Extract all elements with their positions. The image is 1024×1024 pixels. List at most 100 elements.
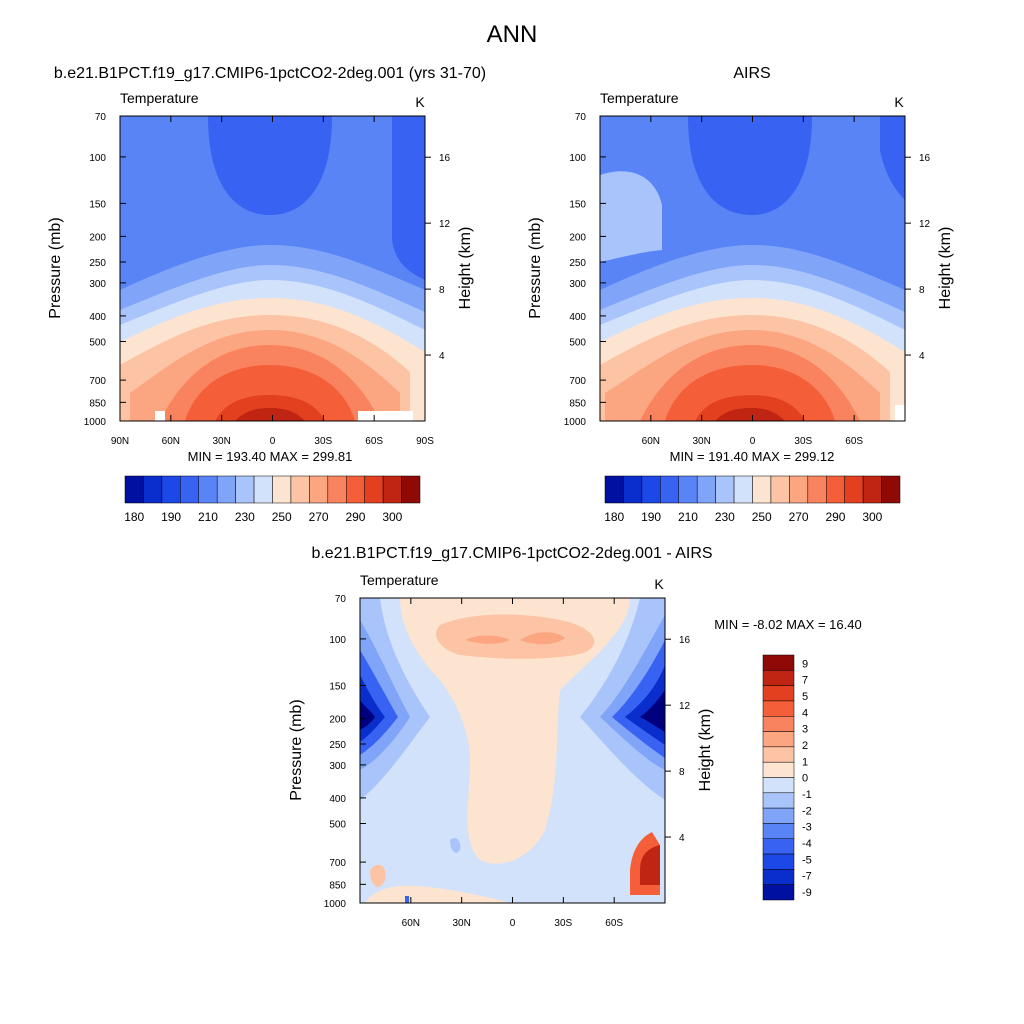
x-tick-label: 60N [402, 918, 420, 929]
panel-diff-left-label: Temperature [360, 572, 439, 588]
colorbar-label: 300 [382, 510, 402, 524]
x-tick-label: 30N [692, 436, 710, 447]
colorbar-swatch [253, 475, 273, 504]
x-tick-label: 60S [365, 436, 383, 447]
colorbar-label: 9 [802, 658, 808, 670]
panel-diff-x-axis: 60N 30N 0 30S 60S [402, 598, 623, 929]
colorbar-label: 270 [789, 510, 809, 524]
colorbar-label: 5 [802, 691, 808, 703]
colorbar-label: -2 [802, 805, 812, 817]
x-tick-label: 60S [605, 918, 623, 929]
y-tick-label: 100 [569, 153, 586, 164]
colorbar-label: -9 [802, 887, 812, 899]
colorbar-label: 180 [604, 510, 624, 524]
colorbar-label: 300 [862, 510, 882, 524]
y2-tick-label: 4 [439, 351, 445, 362]
colorbar-swatch [789, 475, 809, 504]
contour-band [715, 408, 785, 421]
y-tick-label: 250 [569, 258, 586, 269]
contour-band [450, 838, 461, 853]
y-tick-label: 400 [569, 312, 586, 323]
y-tick-label: 700 [89, 376, 106, 387]
colorbar-label: 2 [802, 740, 808, 752]
y-tick-label: 500 [569, 338, 586, 349]
colorbar-swatch [762, 838, 795, 855]
colorbar-swatch [752, 475, 772, 504]
colorbar-swatch [762, 884, 795, 901]
contour-band [688, 116, 812, 215]
colorbar-swatch [762, 700, 795, 717]
y-tick-label: 300 [569, 279, 586, 290]
colorbar-swatch [216, 475, 236, 504]
contour-band [465, 635, 510, 644]
colorbar-swatch [290, 475, 310, 504]
missing-data [358, 411, 413, 421]
contour-band [600, 171, 662, 262]
y-tick-label: 100 [329, 635, 346, 646]
colorbar-swatch [762, 823, 795, 839]
x-tick-label: 0 [510, 918, 516, 929]
contour-band [392, 116, 425, 280]
contour-band [208, 116, 332, 215]
colorbar-swatch [762, 807, 795, 824]
panel-model-colorbar: 180 190 210 230 250 270 290 300 [124, 475, 421, 524]
colorbar-swatch [678, 475, 698, 504]
panel-model-left-label: Temperature [120, 90, 199, 106]
y-tick-label: 200 [89, 232, 106, 243]
x-tick-label: 90N [111, 436, 129, 447]
y-tick-label: 100 [89, 153, 106, 164]
colorbar-swatch [762, 654, 795, 671]
colorbar-label: 250 [752, 510, 772, 524]
panel-diff-title: b.e21.B1PCT.f19_g17.CMIP6-1pctCO2-2deg.0… [311, 545, 712, 562]
colorbar-swatch [623, 475, 643, 504]
y-tick-label: 250 [89, 258, 106, 269]
contour-band [880, 116, 905, 200]
colorbar-label: 230 [235, 510, 255, 524]
colorbar-swatch [862, 475, 882, 504]
x-tick-label: 0 [750, 436, 756, 447]
panel-obs-y2-axis: 16 12 8 4 [905, 153, 931, 362]
colorbar-label: 290 [825, 510, 845, 524]
colorbar-label: 190 [641, 510, 661, 524]
missing-data [155, 411, 165, 421]
x-tick-label: 0 [270, 436, 276, 447]
panel-model-y2label: Height (km) [457, 227, 474, 310]
panel-obs-stats: MIN = 191.40 MAX = 299.12 [670, 449, 835, 464]
panel-obs-y2label: Height (km) [937, 227, 954, 310]
colorbar-swatch [762, 777, 795, 794]
colorbar-swatch [198, 475, 218, 504]
colorbar-swatch [762, 731, 795, 748]
y-tick-label: 1000 [324, 899, 347, 910]
panel-obs-contours [600, 116, 905, 421]
y-tick-label: 850 [569, 398, 586, 409]
panel-diff: b.e21.B1PCT.f19_g17.CMIP6-1pctCO2-2deg.0… [288, 545, 862, 929]
panel-diff-colorbar: 9 7 5 4 3 2 1 0 -1 -2 -3 -4 -5 -7 -9 [762, 654, 812, 901]
y2-tick-label: 16 [919, 153, 931, 164]
panel-obs: AIRS Temperature K 70 100 150 200 250 300 400 5… [527, 65, 954, 524]
colorbar-swatch [124, 475, 144, 504]
x-tick-label: 30S [314, 436, 332, 447]
colorbar-label: -5 [802, 854, 812, 866]
y2-tick-label: 16 [439, 153, 451, 164]
colorbar-swatch [382, 475, 402, 504]
colorbar-swatch [762, 792, 795, 809]
colorbar-swatch [660, 475, 679, 504]
x-tick-label: 30S [554, 918, 572, 929]
contour-band [400, 598, 630, 864]
contour-band [235, 408, 305, 421]
panel-obs-y-axis: 70 100 150 200 250 300 400 500 700 850 1000 [564, 112, 606, 428]
x-tick-label: 30N [212, 436, 230, 447]
colorbar-label: -1 [802, 789, 812, 801]
y-tick-label: 1000 [564, 417, 587, 428]
panel-model-contours [120, 116, 425, 421]
y-tick-label: 1000 [84, 417, 107, 428]
contour-band [436, 614, 595, 659]
y-tick-label: 850 [89, 398, 106, 409]
colorbar-swatch [826, 475, 845, 504]
panel-model-y2-axis: 16 12 8 4 [425, 153, 451, 362]
y2-tick-label: 16 [679, 635, 691, 646]
contour-band [640, 845, 660, 885]
x-tick-label: 30N [452, 918, 470, 929]
y-tick-label: 200 [569, 232, 586, 243]
